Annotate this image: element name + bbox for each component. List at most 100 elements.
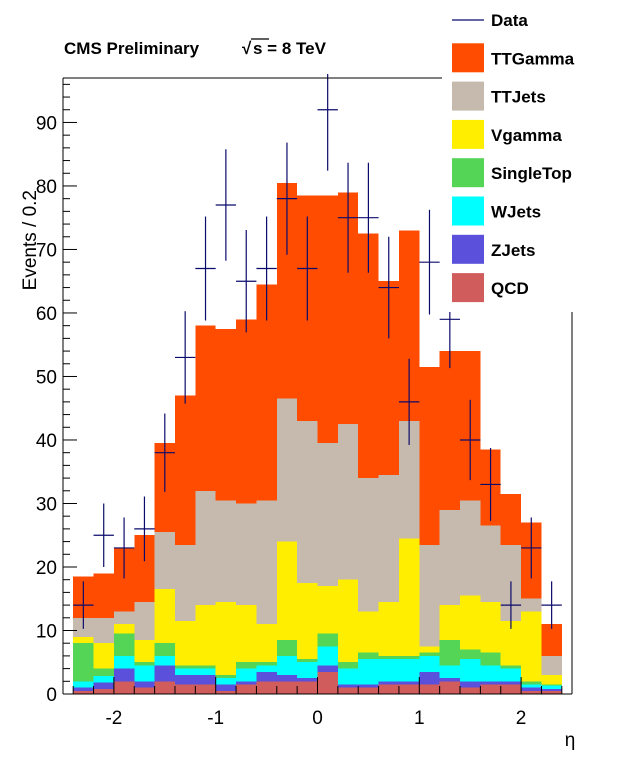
bar-ttgamma-bin-17 — [419, 366, 440, 545]
bar-zjets-bin-20 — [480, 681, 501, 685]
legend-label-ttgamma: TTGamma — [491, 49, 575, 68]
bar-wjets-bin-6 — [195, 668, 216, 675]
x-axis-label: η — [565, 730, 576, 751]
x-tick-label-2: 0 — [312, 708, 323, 729]
bar-ttgamma-bin-13 — [337, 192, 359, 425]
bar-singletop-bin-1 — [93, 668, 114, 677]
bar-zjets-bin-16 — [398, 681, 420, 685]
data-points — [73, 74, 562, 629]
bar-qcd-bin-3 — [134, 687, 155, 694]
y-tick-label-9: 90 — [36, 113, 57, 134]
bar-qcd-bin-11 — [297, 681, 318, 694]
bar-ttgamma-bin-1 — [93, 573, 114, 618]
bar-vgamma-bin-21 — [500, 620, 522, 666]
bar-wjets-bin-22 — [521, 684, 542, 688]
bar-qcd-bin-2 — [113, 681, 135, 694]
bar-qcd-bin-16 — [398, 684, 420, 694]
bar-ttjets-bin-9 — [256, 500, 277, 625]
bar-zjets-bin-0 — [73, 687, 94, 691]
bar-vgamma-bin-8 — [236, 605, 257, 663]
bar-zjets-bin-9 — [256, 671, 277, 682]
bar-ttgamma-bin-16 — [398, 230, 420, 421]
bar-qcd-bin-22 — [521, 690, 542, 694]
bar-singletop-bin-6 — [195, 665, 216, 669]
bar-vgamma-bin-6 — [195, 605, 216, 666]
bar-ttgamma-bin-23 — [541, 624, 562, 656]
bar-qcd-bin-0 — [73, 690, 94, 694]
bar-qcd-bin-13 — [337, 687, 359, 694]
y-tick-label-5: 50 — [36, 367, 57, 388]
bar-singletop-bin-21 — [500, 665, 522, 669]
bar-singletop-bin-17 — [419, 652, 440, 656]
bar-wjets-bin-23 — [541, 685, 562, 689]
bar-zjets-bin-1 — [93, 682, 114, 689]
bar-zjets-bin-4 — [154, 665, 175, 682]
bar-zjets-bin-23 — [541, 688, 562, 691]
bar-ttjets-bin-22 — [521, 598, 542, 612]
bar-ttjets-bin-8 — [236, 503, 257, 606]
bar-singletop-bin-5 — [174, 665, 196, 669]
bar-vgamma-bin-2 — [113, 624, 135, 634]
legend-label-ttjets: TTJets — [491, 88, 546, 107]
legend-label-zjets: ZJets — [491, 241, 535, 260]
bar-wjets-bin-19 — [460, 659, 481, 682]
y-tick-label-1: 10 — [36, 621, 57, 642]
legend-label-singletop: SingleTop — [491, 164, 572, 183]
bar-ttjets-bin-16 — [398, 420, 420, 539]
bar-wjets-bin-15 — [378, 659, 399, 682]
bar-ttjets-bin-1 — [93, 617, 114, 644]
legend-label-vgamma: Vgamma — [491, 126, 562, 145]
bar-ttgamma-bin-21 — [500, 493, 522, 545]
bar-vgamma-bin-0 — [73, 636, 94, 644]
bar-ttjets-bin-7 — [215, 500, 237, 602]
bar-singletop-bin-3 — [134, 662, 155, 666]
sqrt-symbol: √ — [242, 39, 252, 58]
bar-qcd-bin-5 — [174, 684, 196, 694]
bar-singletop-bin-13 — [337, 662, 359, 669]
bar-wjets-bin-4 — [154, 655, 175, 666]
bar-singletop-bin-15 — [378, 655, 399, 660]
bar-zjets-bin-5 — [174, 674, 196, 685]
bar-ttjets-bin-18 — [439, 509, 461, 606]
bar-zjets-bin-21 — [500, 681, 522, 685]
legend-label-wjets: WJets — [491, 203, 541, 222]
bar-ttjets-bin-10 — [276, 398, 298, 542]
bar-wjets-bin-21 — [500, 668, 522, 682]
bar-ttjets-bin-12 — [317, 443, 338, 587]
bar-zjets-bin-2 — [113, 668, 135, 682]
bar-vgamma-bin-14 — [358, 611, 379, 653]
bar-ttgamma-bin-14 — [358, 233, 379, 479]
x-tick-label-0: -2 — [105, 708, 122, 729]
bar-singletop-bin-9 — [256, 662, 277, 666]
bar-qcd-bin-23 — [541, 690, 562, 694]
bar-qcd-bin-10 — [276, 681, 298, 694]
legend-swatch-vgamma — [452, 119, 484, 149]
bar-ttjets-bin-2 — [113, 611, 135, 625]
bar-ttjets-bin-11 — [297, 420, 318, 583]
legend-label-qcd: QCD — [491, 279, 529, 298]
bar-vgamma-bin-11 — [297, 582, 318, 660]
legend-label-data: Data — [491, 11, 528, 30]
bar-zjets-bin-18 — [439, 678, 461, 682]
bar-qcd-bin-6 — [195, 684, 216, 694]
axis-ticks: 0 10 20 30 40 50 60 70 80 90 -2 -1 0 1 2 — [36, 83, 563, 729]
bar-qcd-bin-14 — [358, 687, 379, 694]
bar-qcd-bin-18 — [439, 681, 461, 694]
bar-wjets-bin-10 — [276, 655, 298, 675]
bar-ttjets-bin-4 — [154, 532, 175, 590]
legend-swatch-ttgamma — [452, 43, 484, 73]
y-axis-label: Events / 0.2 — [20, 190, 41, 290]
bar-vgamma-bin-13 — [337, 579, 359, 663]
bar-qcd-bin-17 — [419, 684, 440, 694]
bar-singletop-bin-7 — [215, 674, 237, 679]
bar-ttjets-bin-13 — [337, 424, 359, 580]
bar-wjets-bin-3 — [134, 665, 155, 682]
bar-singletop-bin-23 — [541, 684, 562, 686]
bar-wjets-bin-5 — [174, 668, 196, 675]
bar-wjets-bin-2 — [113, 655, 135, 669]
bar-qcd-bin-20 — [480, 684, 501, 694]
bar-ttgamma-bin-2 — [113, 547, 135, 612]
bar-singletop-bin-2 — [113, 633, 135, 656]
bar-qcd-bin-8 — [236, 684, 257, 694]
legend-swatch-wjets — [452, 196, 484, 226]
